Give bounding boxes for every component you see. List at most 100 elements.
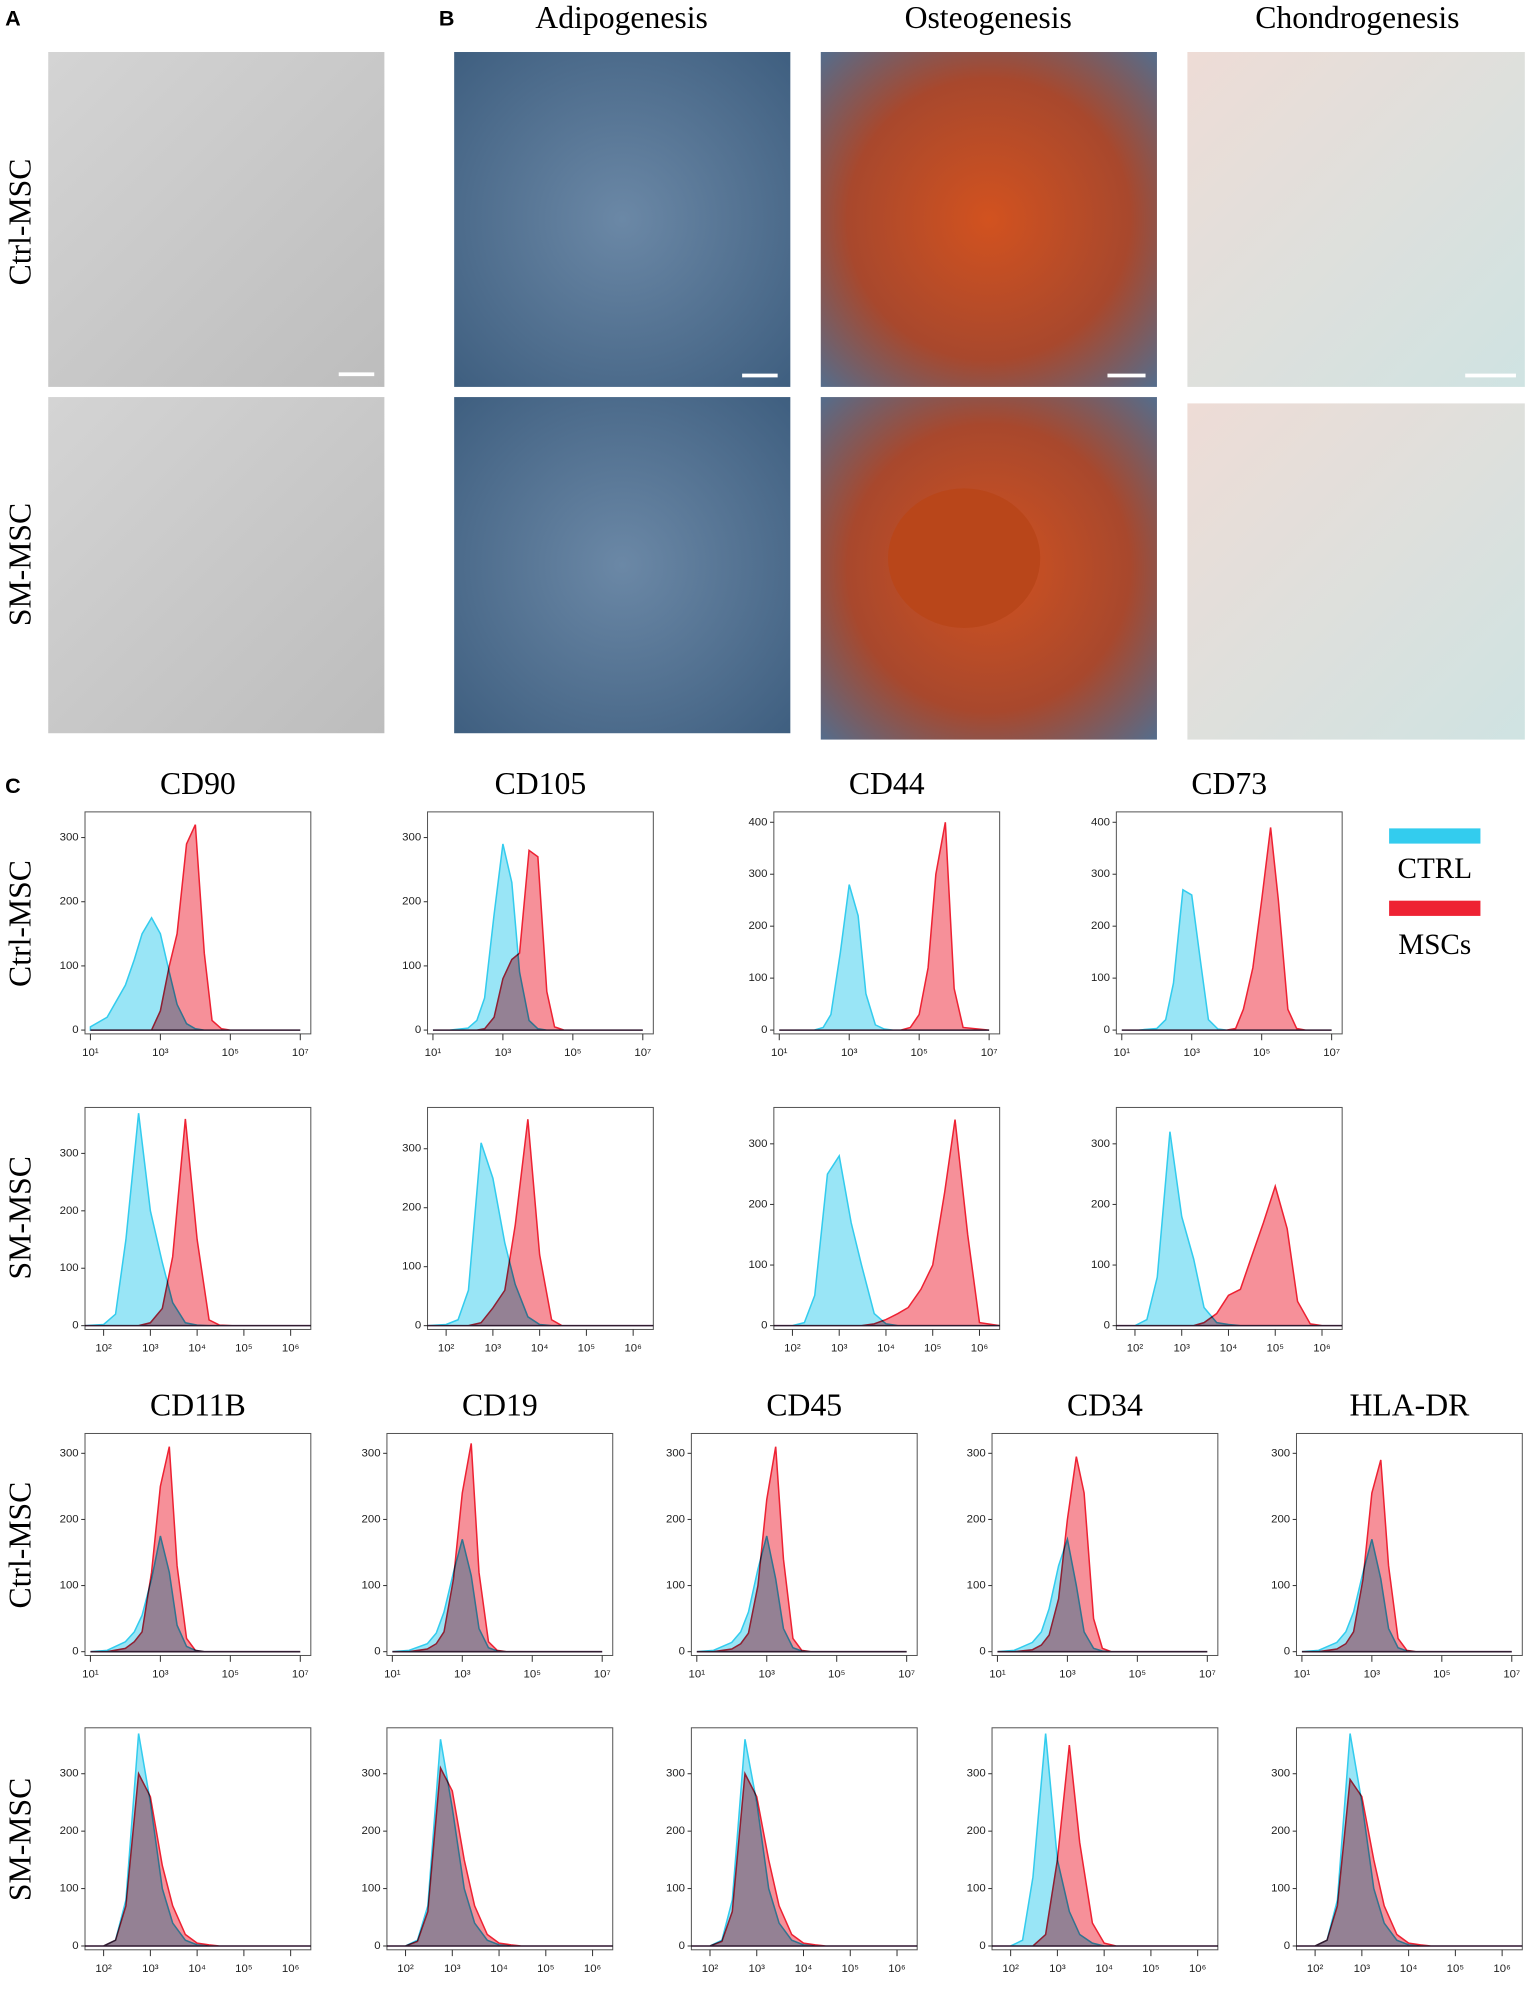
x-tick-label: 10⁷: [634, 1047, 651, 1059]
y-tick-label: 0: [761, 1024, 767, 1036]
x-tick-label: 10²: [1002, 1963, 1019, 1975]
x-tick-label: 10²: [1307, 1963, 1324, 1975]
y-tick-label: 300: [748, 868, 767, 880]
x-tick-label: 10³: [152, 1669, 169, 1681]
x-tick-label: 10²: [1127, 1343, 1144, 1355]
x-tick-label: 10⁴: [490, 1963, 508, 1975]
x-tick-label: 10⁵: [1253, 1047, 1271, 1059]
histogram-area: [85, 1733, 311, 1947]
y-tick-label: 0: [72, 1320, 78, 1332]
micrographs: [48, 52, 1525, 740]
y-tick-label: 200: [362, 1513, 381, 1525]
x-tick-label: 10³: [152, 1047, 169, 1059]
column-title: Chondrogenesis: [1255, 0, 1459, 35]
panel-label: A: [5, 5, 21, 30]
y-tick-label: 300: [748, 1138, 767, 1150]
histogram: CD11B 0 100 200 300 10¹ 10³ 10⁵ 10⁷: [60, 1388, 312, 1681]
legend-label: CTRL: [1398, 853, 1473, 885]
histogram: CD34 0 100 200 300 10¹ 10³ 10⁵ 10⁷: [967, 1388, 1219, 1681]
x-tick-label: 10⁶: [624, 1343, 642, 1355]
histogram-area: [392, 1539, 603, 1653]
histogram-area: [696, 1535, 907, 1653]
legend-label: MSCs: [1398, 929, 1471, 961]
y-tick-label: 0: [1284, 1940, 1290, 1952]
row-label: Ctrl-MSC: [2, 1482, 37, 1609]
y-tick-label: 200: [402, 896, 421, 908]
x-tick-label: 10⁷: [292, 1669, 309, 1681]
column-title: Osteogenesis: [905, 0, 1072, 35]
y-tick-label: 200: [60, 896, 79, 908]
histogram: 0 100 200 300 10² 10³ 10⁴ 10⁵ 10⁶: [748, 1106, 1001, 1355]
y-tick-label: 0: [415, 1320, 421, 1332]
y-tick-label: 300: [402, 1143, 421, 1155]
y-tick-label: 200: [1271, 1825, 1290, 1837]
x-tick-label: 10¹: [989, 1669, 1006, 1681]
y-tick-label: 200: [1091, 1198, 1110, 1210]
x-tick-label: 10⁷: [1199, 1669, 1216, 1681]
plot-frame: [690, 1727, 918, 1951]
y-tick-label: 0: [374, 1940, 380, 1952]
y-tick-label: 100: [1091, 972, 1110, 984]
legend-swatch: [1389, 900, 1481, 916]
y-tick-label: 0: [679, 1646, 685, 1658]
y-tick-label: 300: [666, 1447, 685, 1459]
x-tick-label: 10⁵: [235, 1343, 253, 1355]
plot-frame: [1115, 811, 1343, 1035]
y-tick-label: 0: [374, 1646, 380, 1658]
histogram: HLA-DR 0 100 200 300 10¹ 10³ 10⁵ 10⁷: [1271, 1388, 1523, 1681]
x-tick-label: 10²: [438, 1343, 455, 1355]
y-tick-label: 0: [1284, 1646, 1290, 1658]
panel-label: B: [439, 5, 455, 30]
x-tick-label: 10⁵: [842, 1963, 860, 1975]
y-tick-label: 300: [60, 1447, 79, 1459]
image-chondro-ctrl: [1187, 52, 1525, 387]
y-tick-label: 100: [362, 1580, 381, 1592]
x-tick-label: 10²: [702, 1963, 719, 1975]
histogram-area: [773, 1153, 1000, 1327]
histogram: 0 100 200 300 10² 10³ 10⁴ 10⁵ 10⁶: [60, 1106, 312, 1355]
x-tick-label: 10⁴: [795, 1963, 813, 1975]
x-tick-label: 10³: [831, 1343, 848, 1355]
y-tick-label: 300: [1091, 1138, 1110, 1150]
x-tick-label: 10¹: [425, 1047, 442, 1059]
y-tick-label: 0: [979, 1940, 985, 1952]
x-tick-label: 10⁵: [1433, 1669, 1451, 1681]
x-tick-label: 10⁵: [1142, 1963, 1160, 1975]
x-tick-label: 10³: [454, 1669, 471, 1681]
x-tick-label: 10⁷: [1503, 1669, 1520, 1681]
chart-title: CD45: [766, 1388, 842, 1423]
histogram-area: [1116, 1131, 1343, 1327]
histogram: 0 100 200 300 10² 10³ 10⁴ 10⁵ 10⁶: [60, 1727, 312, 1975]
x-tick-label: 10⁴: [877, 1343, 895, 1355]
y-tick-label: 300: [362, 1447, 381, 1459]
histogram: CD73 0 100 200 300 400 10¹ 10³ 10⁵ 10⁷: [1091, 766, 1343, 1059]
histogram-area: [779, 884, 990, 1031]
x-tick-label: 10³: [1183, 1047, 1200, 1059]
plot-frame: [386, 1432, 614, 1656]
chart-title: HLA-DR: [1350, 1388, 1471, 1423]
x-tick-label: 10⁵: [222, 1669, 240, 1681]
y-tick-label: 100: [666, 1883, 685, 1895]
histogram-area: [997, 1536, 1208, 1653]
plot-frame: [773, 811, 1001, 1035]
x-tick-label: 10³: [748, 1963, 765, 1975]
y-tick-label: 200: [362, 1825, 381, 1837]
x-tick-label: 10²: [397, 1963, 414, 1975]
y-tick-label: 100: [748, 1259, 767, 1271]
x-tick-label: 10⁶: [1189, 1963, 1207, 1975]
row-label: Ctrl-MSC: [2, 860, 37, 987]
y-tick-label: 100: [967, 1580, 986, 1592]
x-tick-label: 10⁵: [1129, 1669, 1147, 1681]
histogram-area: [90, 1535, 301, 1653]
plot-frame: [991, 1432, 1219, 1656]
histogram: CD90 0 100 200 300 10¹ 10³ 10⁵ 10⁷: [60, 766, 312, 1059]
x-tick-label: 10³: [1354, 1963, 1371, 1975]
y-tick-label: 200: [402, 1202, 421, 1214]
x-tick-label: 10⁴: [1220, 1343, 1238, 1355]
x-tick-label: 10⁷: [898, 1669, 915, 1681]
column-title: Adipogenesis: [535, 0, 708, 35]
x-tick-label: 10³: [759, 1669, 776, 1681]
y-tick-label: 0: [1104, 1320, 1110, 1332]
y-tick-label: 200: [60, 1513, 79, 1525]
image-chondro-sm: [1187, 403, 1525, 740]
